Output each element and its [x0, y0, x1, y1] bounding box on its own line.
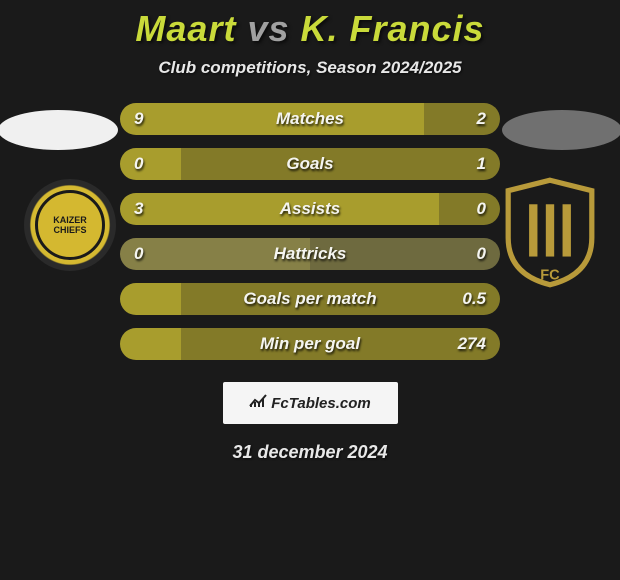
stat-bars: Matches92Goals01Assists30Hattricks00Goal… — [120, 103, 500, 360]
vs-label: vs — [247, 8, 289, 49]
stat-value-left: 9 — [134, 109, 143, 129]
bar-segment-left — [120, 328, 181, 360]
date: 31 december 2024 — [0, 442, 620, 463]
watermark: FcTables.com — [223, 382, 398, 424]
bar-segment-left — [120, 283, 181, 315]
club-logo-right: FC — [495, 175, 605, 290]
bar-segment-right — [181, 328, 500, 360]
stat-value-left: 3 — [134, 199, 143, 219]
comparison-card: Maart vs K. Francis Club competitions, S… — [0, 0, 620, 463]
stat-value-right: 2 — [477, 109, 486, 129]
page-title: Maart vs K. Francis — [0, 8, 620, 50]
stat-value-right: 0 — [477, 199, 486, 219]
svg-text:FC: FC — [540, 268, 560, 284]
stat-value-right: 0.5 — [462, 289, 486, 309]
bar-segment-left — [120, 148, 181, 180]
player2-name: K. Francis — [301, 8, 485, 49]
stat-value-left: 0 — [134, 244, 143, 264]
stat-bar: Assists30 — [120, 193, 500, 225]
stat-bar: Hattricks00 — [120, 238, 500, 270]
stat-value-right: 274 — [458, 334, 486, 354]
watermark-text: FcTables.com — [271, 395, 370, 412]
bar-segment-right — [181, 148, 500, 180]
stat-bar: Goals01 — [120, 148, 500, 180]
stat-value-right: 1 — [477, 154, 486, 174]
player1-name: Maart — [135, 8, 236, 49]
bar-segment-right — [439, 193, 500, 225]
stat-bar: Goals per match0.5 — [120, 283, 500, 315]
bar-segment-left — [120, 103, 424, 135]
stat-bar: Min per goal274 — [120, 328, 500, 360]
bar-segment-right — [310, 238, 500, 270]
bar-segment-right — [181, 283, 500, 315]
chart-icon — [249, 394, 267, 412]
bar-segment-left — [120, 193, 439, 225]
player2-silhouette — [502, 110, 620, 150]
club-logo-left-inner: KAIZERCHIEFS — [35, 190, 105, 260]
bar-segment-right — [424, 103, 500, 135]
club-logo-left: KAIZERCHIEFS — [20, 175, 120, 275]
stat-value-right: 0 — [477, 244, 486, 264]
subtitle: Club competitions, Season 2024/2025 — [0, 58, 620, 78]
shield-icon: FC — [495, 175, 605, 290]
stat-value-left: 0 — [134, 154, 143, 174]
stat-bar: Matches92 — [120, 103, 500, 135]
player1-silhouette — [0, 110, 118, 150]
bar-segment-left — [120, 238, 310, 270]
